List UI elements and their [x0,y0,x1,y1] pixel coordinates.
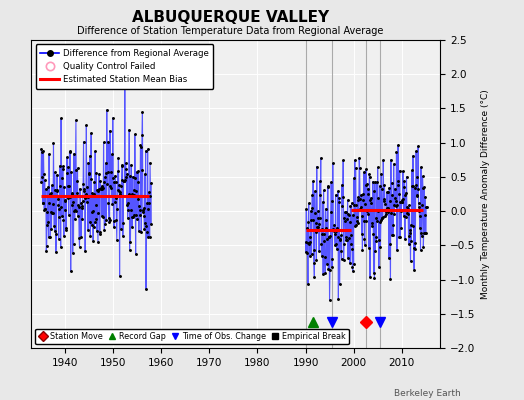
Text: Difference of Station Temperature Data from Regional Average: Difference of Station Temperature Data f… [78,26,384,36]
Text: ALBUQUERQUE VALLEY: ALBUQUERQUE VALLEY [132,10,329,25]
Y-axis label: Monthly Temperature Anomaly Difference (°C): Monthly Temperature Anomaly Difference (… [481,89,490,299]
Text: Berkeley Earth: Berkeley Earth [395,389,461,398]
Legend: Station Move, Record Gap, Time of Obs. Change, Empirical Break: Station Move, Record Gap, Time of Obs. C… [36,329,349,344]
